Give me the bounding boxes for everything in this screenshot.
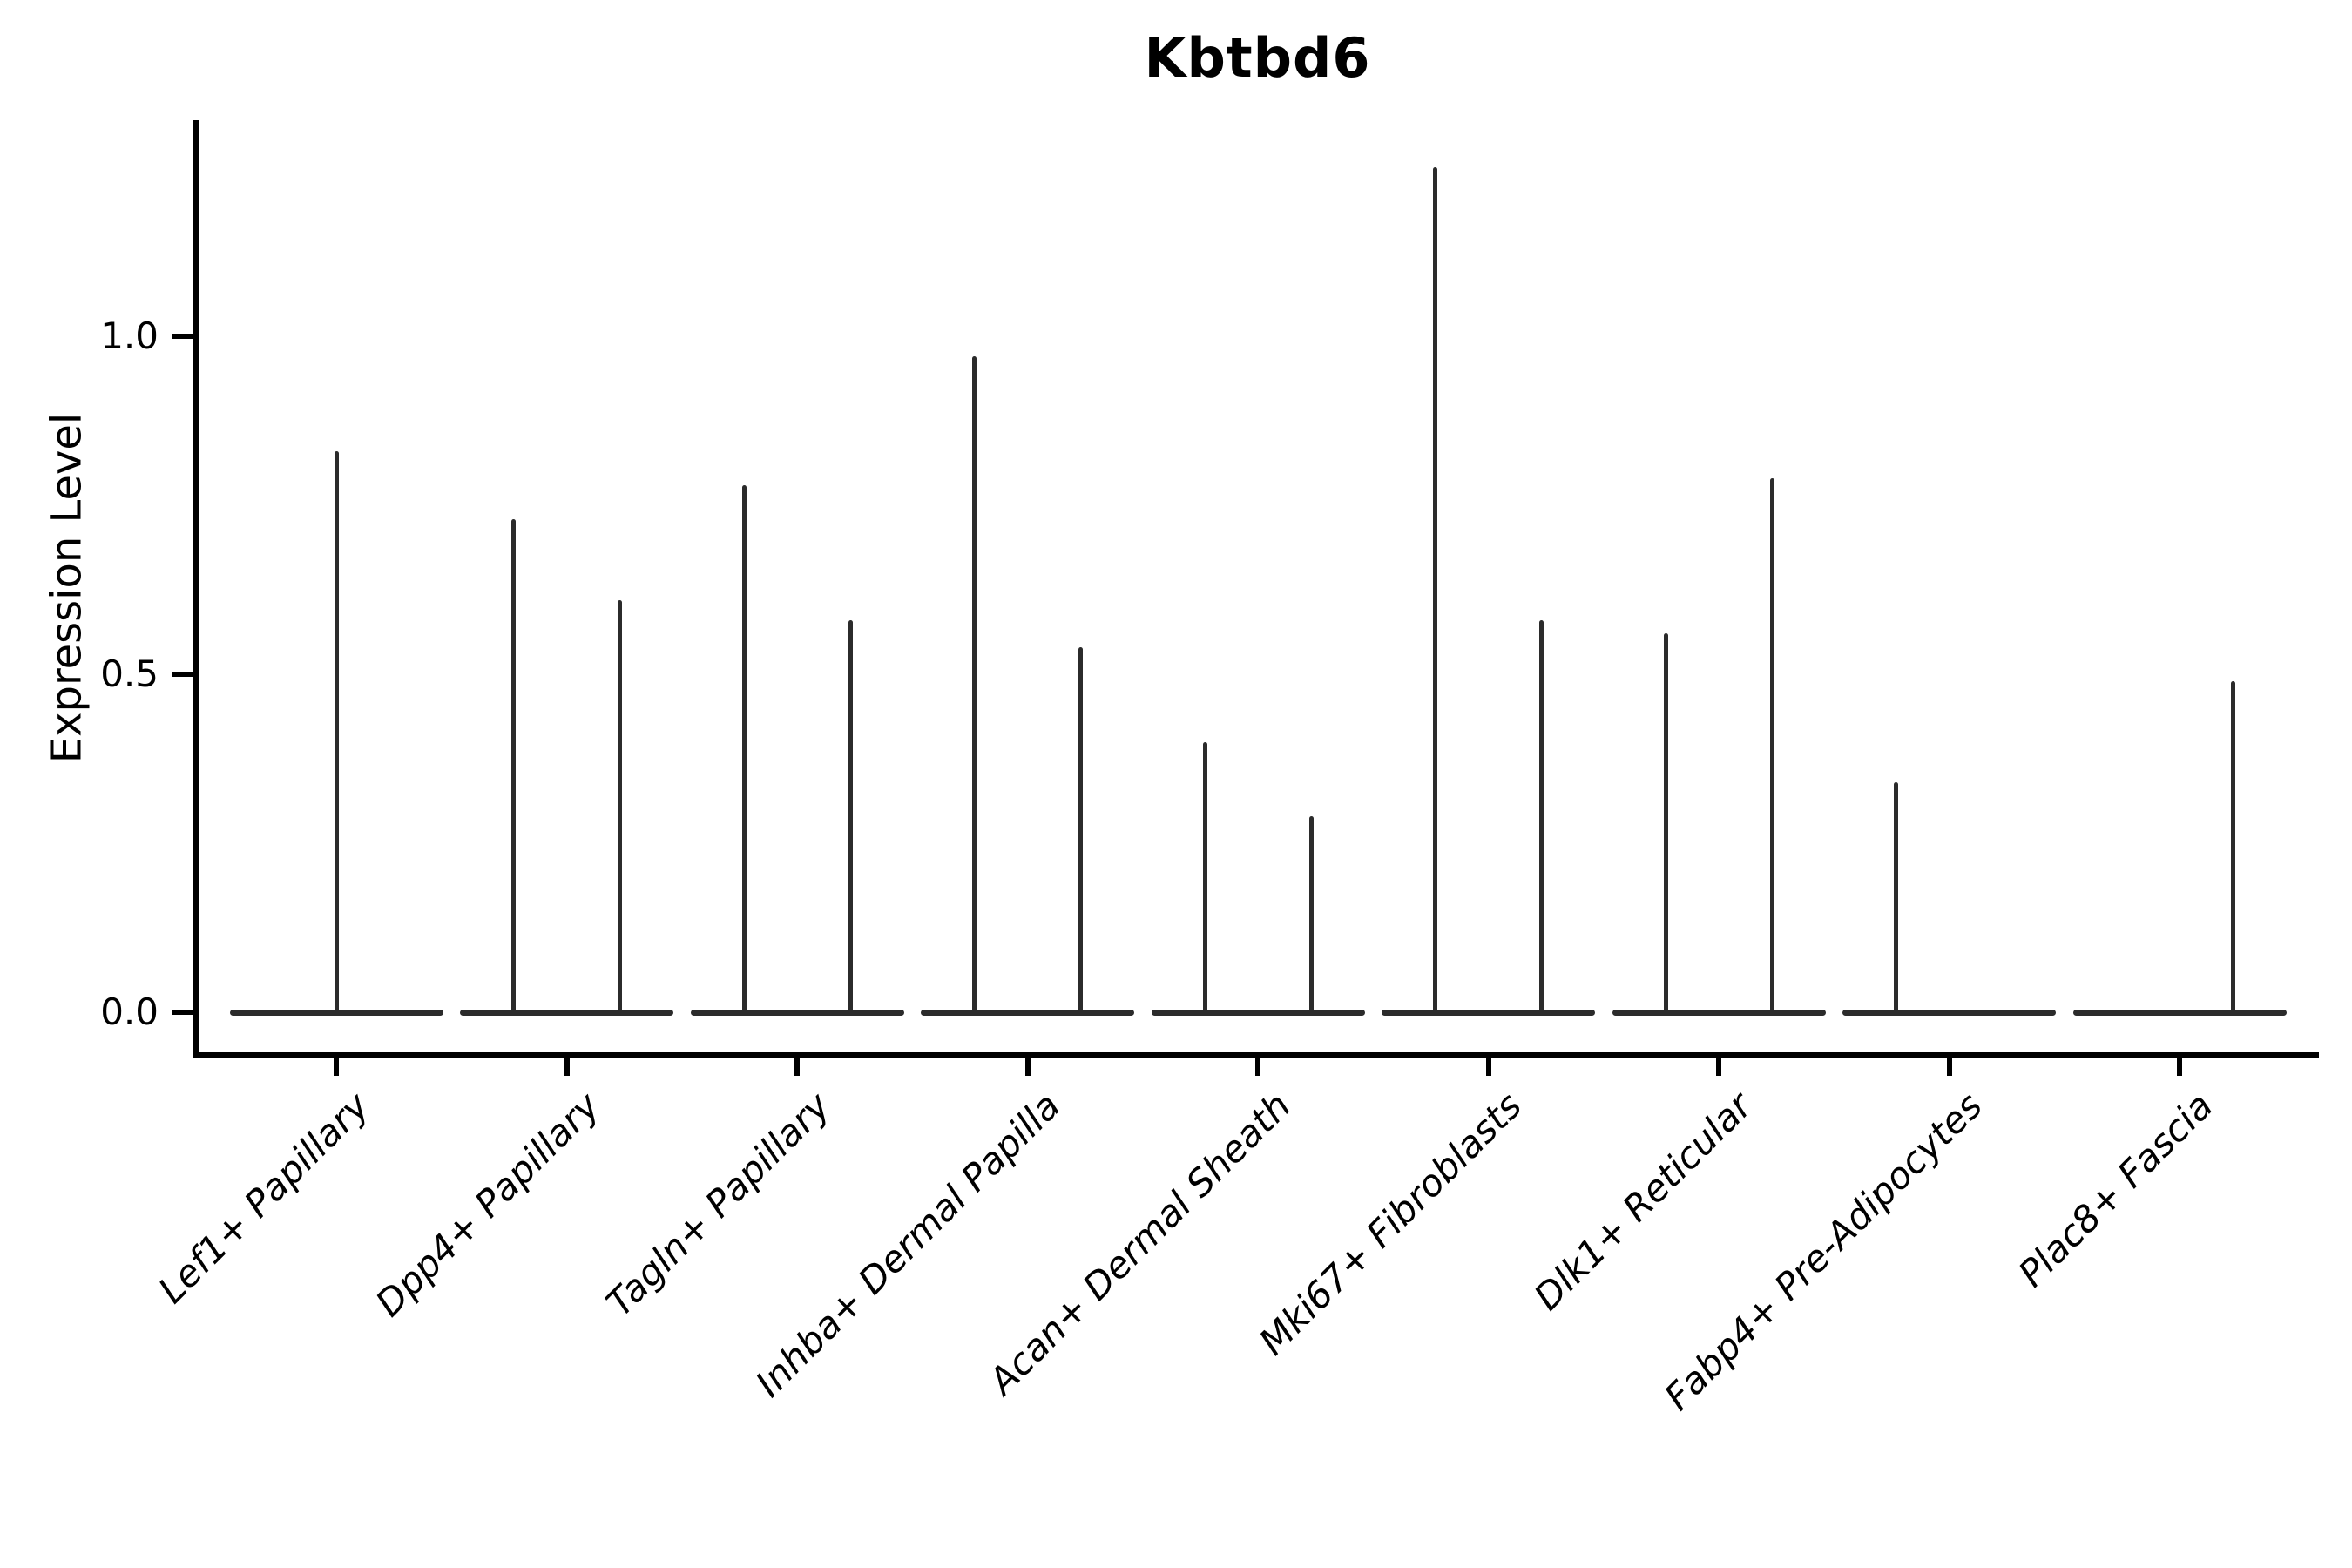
- x-tick-mark: [334, 1057, 339, 1076]
- violin-spike: [1769, 477, 1774, 1016]
- violin-spike: [1308, 815, 1314, 1016]
- x-tick-mark: [794, 1057, 800, 1076]
- y-tick-label: 0.5: [100, 652, 159, 695]
- y-tick-mark: [172, 334, 194, 339]
- x-tick-label: Mki67+ Fibroblasts: [1250, 1084, 1530, 1363]
- x-tick-mark: [1024, 1057, 1031, 1076]
- violin-spike: [511, 518, 516, 1016]
- y-axis-label-box: Expression Level: [24, 120, 108, 1055]
- violin-spike: [848, 619, 853, 1016]
- x-tick-mark: [1485, 1057, 1491, 1076]
- x-tick-label: Lef1+ Papillary: [150, 1084, 378, 1312]
- y-tick-mark: [172, 1010, 194, 1015]
- x-tick-label: Dlk1+ Reticular: [1525, 1084, 1761, 1319]
- violin-baseline: [460, 1009, 673, 1016]
- violin-spike: [334, 450, 339, 1016]
- x-tick-label: Dpp4+ Papillary: [367, 1084, 608, 1325]
- violin-spike: [1894, 782, 1898, 1016]
- violin-baseline: [1382, 1009, 1595, 1016]
- violin-spike: [1078, 646, 1083, 1016]
- violin-baseline: [1151, 1009, 1365, 1016]
- violin-spike: [972, 356, 977, 1016]
- violin-spike: [741, 484, 747, 1016]
- y-tick-mark: [172, 672, 194, 677]
- x-tick-mark: [1255, 1057, 1260, 1076]
- x-axis-spine: [193, 1052, 2319, 1058]
- violin-spike: [1433, 167, 1437, 1016]
- x-tick-mark: [2177, 1057, 2182, 1076]
- y-tick-label: 1.0: [100, 314, 159, 357]
- violin-spike: [1202, 741, 1207, 1016]
- violin-spike: [1539, 619, 1544, 1016]
- violin-baseline: [1612, 1009, 1826, 1016]
- violin-spike: [1663, 633, 1668, 1016]
- violin-baseline: [2072, 1009, 2287, 1016]
- y-axis-spine: [193, 120, 199, 1058]
- x-tick-mark: [1946, 1057, 1952, 1076]
- violin-spike: [618, 599, 622, 1016]
- plot-title: Kbtbd6: [1144, 26, 1371, 90]
- y-axis-label: Expression Level: [42, 412, 91, 763]
- x-tick-mark: [1716, 1057, 1721, 1076]
- y-tick-label: 0.0: [100, 990, 159, 1033]
- x-tick-mark: [564, 1057, 570, 1076]
- violin-baseline: [690, 1009, 904, 1016]
- violin-baseline: [1842, 1009, 2056, 1016]
- x-tick-label: Plac8+ Fascia: [2010, 1084, 2221, 1295]
- violin-baseline: [921, 1009, 1134, 1016]
- violin-spike: [2230, 680, 2235, 1016]
- x-tick-label: Tagln+ Papillary: [598, 1084, 839, 1325]
